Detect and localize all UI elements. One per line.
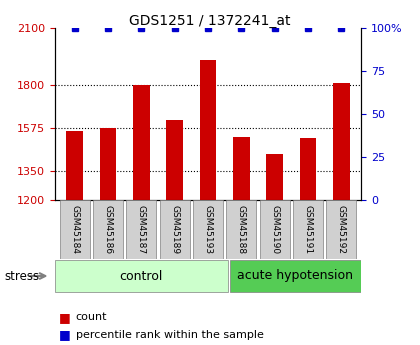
Text: percentile rank within the sample: percentile rank within the sample [76,330,263,339]
Bar [299,138,316,200]
FancyBboxPatch shape [260,200,289,259]
Text: GSM45187: GSM45187 [137,205,146,254]
Bar [100,128,116,200]
Text: GSM45184: GSM45184 [70,205,79,254]
FancyBboxPatch shape [160,200,189,259]
FancyBboxPatch shape [60,200,89,259]
FancyBboxPatch shape [93,200,123,259]
Bar [133,85,150,200]
FancyBboxPatch shape [293,200,323,259]
Text: GSM45192: GSM45192 [337,205,346,254]
FancyBboxPatch shape [230,260,361,292]
Text: control: control [120,269,163,283]
Text: ■: ■ [59,328,71,341]
Text: GSM45190: GSM45190 [270,205,279,254]
FancyBboxPatch shape [126,200,156,259]
FancyBboxPatch shape [55,260,228,292]
Text: GDS1251 / 1372241_at: GDS1251 / 1372241_at [129,14,291,28]
Text: ■: ■ [59,311,71,324]
FancyBboxPatch shape [193,200,223,259]
Bar [266,154,283,200]
Bar [233,137,249,200]
Text: count: count [76,313,107,322]
Bar [333,83,349,200]
Text: GSM45188: GSM45188 [237,205,246,254]
Text: acute hypotension: acute hypotension [236,269,352,283]
Text: GSM45191: GSM45191 [303,205,312,254]
Bar [200,60,216,200]
Bar [66,131,83,200]
FancyBboxPatch shape [226,200,256,259]
Text: GSM45193: GSM45193 [203,205,213,254]
Text: GSM45189: GSM45189 [170,205,179,254]
FancyBboxPatch shape [326,200,356,259]
Text: GSM45186: GSM45186 [103,205,113,254]
Bar [166,120,183,200]
Text: stress: stress [4,269,39,283]
